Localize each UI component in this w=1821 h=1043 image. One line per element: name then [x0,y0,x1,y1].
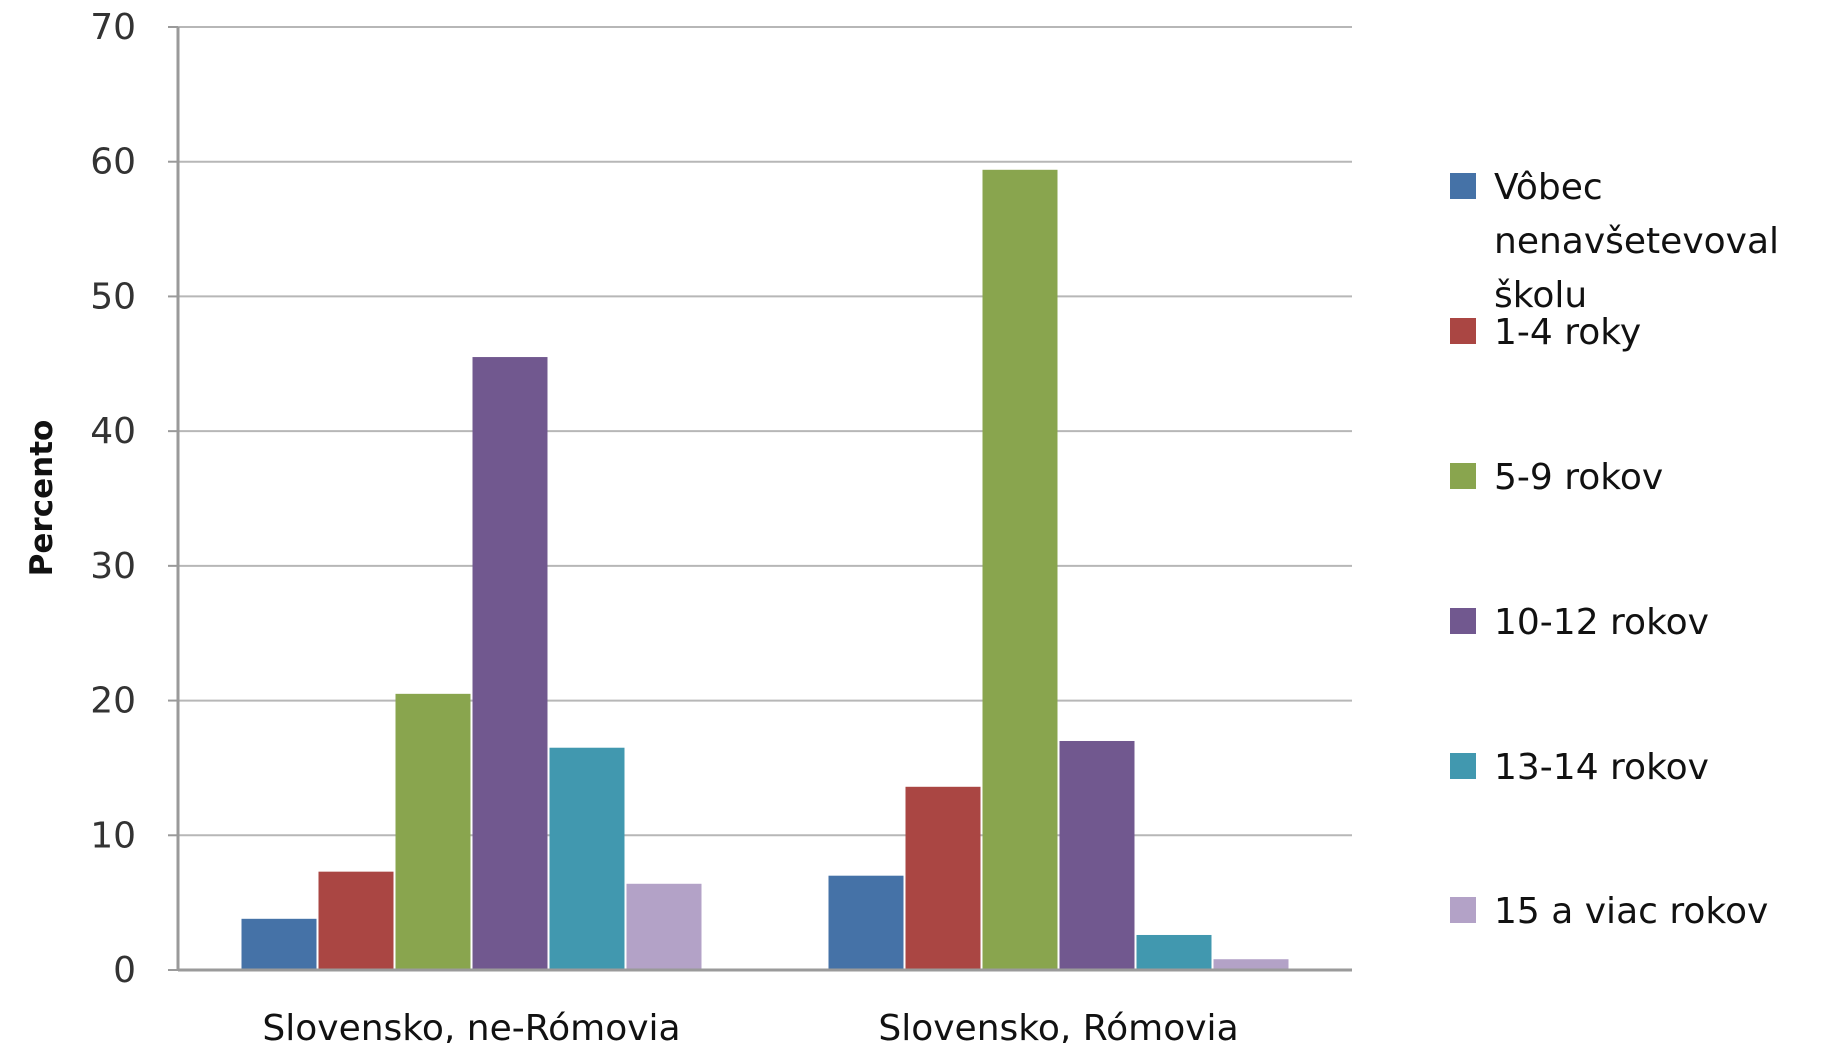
bar [982,169,1058,971]
legend-swatch [1450,753,1476,779]
legend-label: Vôbec [1494,167,1603,208]
legend-swatch [1450,608,1476,634]
legend-label: nenavšetevoval [1494,221,1779,262]
legend-label: 10-12 rokov [1494,602,1709,643]
legend-swatch [1450,318,1476,344]
y-tick-label: 50 [90,276,136,317]
legend-label: 15 a viac rokov [1494,891,1768,932]
y-tick-label: 60 [90,142,136,183]
x-category-label: Slovensko, Rómovia [878,1008,1238,1043]
bar [626,883,702,970]
bar [1059,740,1135,970]
bar [318,871,394,970]
y-tick-label: 40 [90,411,136,452]
legend-swatch [1450,173,1476,199]
bar [1213,959,1289,970]
legend-label: 5-9 rokov [1494,457,1663,498]
bar [549,747,625,970]
x-category-label: Slovensko, ne-Rómovia [262,1008,680,1043]
bar [905,786,981,970]
axes: 0 10 20 30 40 50 60 70 Slovensko, ne-Rómovia Slov… [24,7,1352,1043]
legend-swatch [1450,463,1476,489]
bar [828,875,904,970]
bar [241,918,317,970]
gridlines [178,26,1352,837]
bar [1136,934,1212,970]
legend-label: 1-4 roky [1494,312,1641,353]
y-tick-label: 20 [90,681,136,722]
y-tick-label: 10 [90,815,136,856]
bar [472,357,548,970]
bar [395,693,471,970]
legend-label: školu [1494,275,1587,316]
bars [241,169,1289,971]
y-tick-label: 0 [113,950,136,991]
y-axis-title: Percento [24,420,60,577]
legend-label: 13-14 rokov [1494,747,1709,788]
y-tick-label: 30 [90,546,136,587]
legend-swatch [1450,897,1476,923]
y-tick-label: 70 [90,7,136,48]
